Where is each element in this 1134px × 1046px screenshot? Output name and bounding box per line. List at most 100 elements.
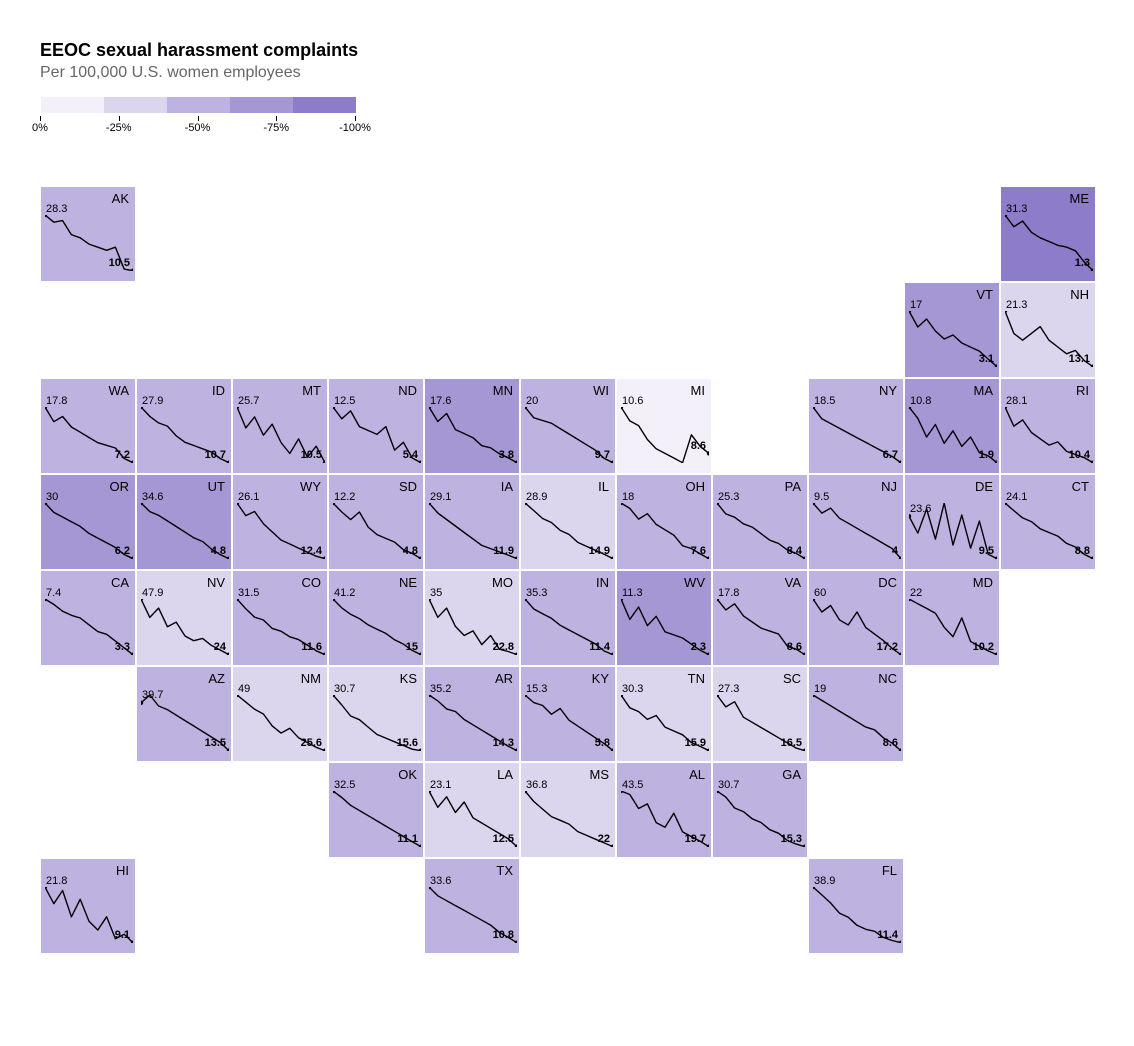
end-value: 10.7 xyxy=(205,449,226,461)
state-tile-hi: HI 21.8 9.1 xyxy=(40,858,136,954)
state-tile-al: AL43.519.7 xyxy=(616,762,712,858)
end-value: 15.9 xyxy=(685,737,706,749)
start-value: 12.2 xyxy=(334,491,355,503)
start-value: 33.6 xyxy=(430,875,451,887)
start-value: 18 xyxy=(622,491,634,503)
state-abbr: MO xyxy=(492,575,513,590)
end-value: 13.5 xyxy=(205,737,226,749)
state-tile-ne: NE41.215 xyxy=(328,570,424,666)
state-abbr: IN xyxy=(596,575,609,590)
end-value: 15 xyxy=(406,641,418,653)
state-abbr: VT xyxy=(976,287,993,302)
state-abbr: VA xyxy=(785,575,801,590)
end-value: 5.4 xyxy=(403,449,418,461)
state-abbr: OR xyxy=(110,479,130,494)
state-tile-ky: KY15.35.8 xyxy=(520,666,616,762)
state-abbr: HI xyxy=(116,863,129,878)
end-value: 6.2 xyxy=(115,545,130,557)
state-abbr: FL xyxy=(882,863,897,878)
state-abbr: WV xyxy=(684,575,705,590)
end-value: 16.5 xyxy=(781,737,802,749)
end-value: 22 xyxy=(598,833,610,845)
state-tile-vt: VT173.1 xyxy=(904,282,1000,378)
start-value: 34.6 xyxy=(142,491,163,503)
end-value: 4.8 xyxy=(403,545,418,557)
start-value: 15.3 xyxy=(526,683,547,695)
state-abbr: WA xyxy=(109,383,129,398)
end-value: 9.1 xyxy=(115,929,130,941)
state-abbr: NH xyxy=(1070,287,1089,302)
state-abbr: OK xyxy=(398,767,417,782)
state-abbr: RI xyxy=(1076,383,1089,398)
state-abbr: OH xyxy=(686,479,706,494)
state-abbr: NJ xyxy=(881,479,897,494)
end-value: 4.8 xyxy=(211,545,226,557)
state-abbr: NC xyxy=(878,671,897,686)
state-abbr: CO xyxy=(302,575,322,590)
start-value: 17.6 xyxy=(430,395,451,407)
tile-map-grid: AK28.310.5ME31.31.3VT173.1NH21.313.1WA17… xyxy=(40,186,1096,986)
state-tile-wa: WA17.87.2 xyxy=(40,378,136,474)
end-value: 8.4 xyxy=(787,545,802,557)
state-tile-fl: FL38.911.4 xyxy=(808,858,904,954)
start-value: 49 xyxy=(238,683,250,695)
state-abbr: CT xyxy=(1072,479,1089,494)
state-tile-mn: MN17.63.8 xyxy=(424,378,520,474)
start-value: 30.7 xyxy=(718,779,739,791)
end-value: 25.6 xyxy=(301,737,322,749)
state-tile-mi: MI10.68.6 xyxy=(616,378,712,474)
end-value: 8.6 xyxy=(691,440,706,452)
state-tile-ny: NY18.56.7 xyxy=(808,378,904,474)
start-value: 30.3 xyxy=(622,683,643,695)
state-abbr: ME xyxy=(1070,191,1090,206)
state-abbr: ND xyxy=(398,383,417,398)
start-value: 47.9 xyxy=(142,587,163,599)
end-value: 11.6 xyxy=(301,641,322,653)
start-value: 31.5 xyxy=(238,587,259,599)
start-value: 26.1 xyxy=(238,491,259,503)
start-value: 41.2 xyxy=(334,587,355,599)
state-abbr: KS xyxy=(400,671,417,686)
sparkline xyxy=(813,503,901,559)
chart-subtitle: Per 100,000 U.S. women employees xyxy=(40,64,1094,82)
start-value: 21.8 xyxy=(46,875,67,887)
legend-ticks: 0%-25%-50%-75%-100% xyxy=(40,116,355,136)
start-value: 38.9 xyxy=(814,875,835,887)
state-abbr: MD xyxy=(973,575,993,590)
state-tile-co: CO 31.5 11.6 xyxy=(232,570,328,666)
state-abbr: NV xyxy=(207,575,225,590)
state-abbr: MS xyxy=(590,767,610,782)
end-value: 24 xyxy=(214,641,226,653)
end-value: 11.1 xyxy=(397,833,418,845)
state-tile-ga: GA30.715.3 xyxy=(712,762,808,858)
start-value: 23.1 xyxy=(430,779,451,791)
end-value: 7.6 xyxy=(691,545,706,557)
state-abbr: TX xyxy=(496,863,513,878)
end-value: 1.3 xyxy=(1075,257,1090,269)
end-value: 4 xyxy=(892,545,898,557)
end-value: 3.1 xyxy=(979,353,994,365)
start-value: 18.5 xyxy=(814,395,835,407)
start-value: 39.7 xyxy=(142,689,163,701)
state-tile-pa: PA25.38.4 xyxy=(712,474,808,570)
start-value: 31.3 xyxy=(1006,203,1027,215)
end-value: 2.3 xyxy=(691,641,706,653)
state-abbr: SD xyxy=(399,479,417,494)
state-tile-de: DE23.69.5 xyxy=(904,474,1000,570)
start-value: 20 xyxy=(526,395,538,407)
start-value: 9.5 xyxy=(814,491,829,503)
end-value: 9.7 xyxy=(595,449,610,461)
end-value: 10.5 xyxy=(301,449,322,461)
start-value: 10.8 xyxy=(910,395,931,407)
state-tile-wi: WI209.7 xyxy=(520,378,616,474)
start-value: 30.7 xyxy=(334,683,355,695)
end-value: 10.4 xyxy=(1069,449,1090,461)
end-value: 15.3 xyxy=(781,833,802,845)
state-tile-ma: MA10.81.9 xyxy=(904,378,1000,474)
legend: 0%-25%-50%-75%-100% xyxy=(40,96,1094,136)
state-tile-tx: TX33.610.8 xyxy=(424,858,520,954)
state-abbr: CA xyxy=(111,575,129,590)
state-tile-nh: NH21.313.1 xyxy=(1000,282,1096,378)
start-value: 32.5 xyxy=(334,779,355,791)
state-tile-or: OR306.2 xyxy=(40,474,136,570)
